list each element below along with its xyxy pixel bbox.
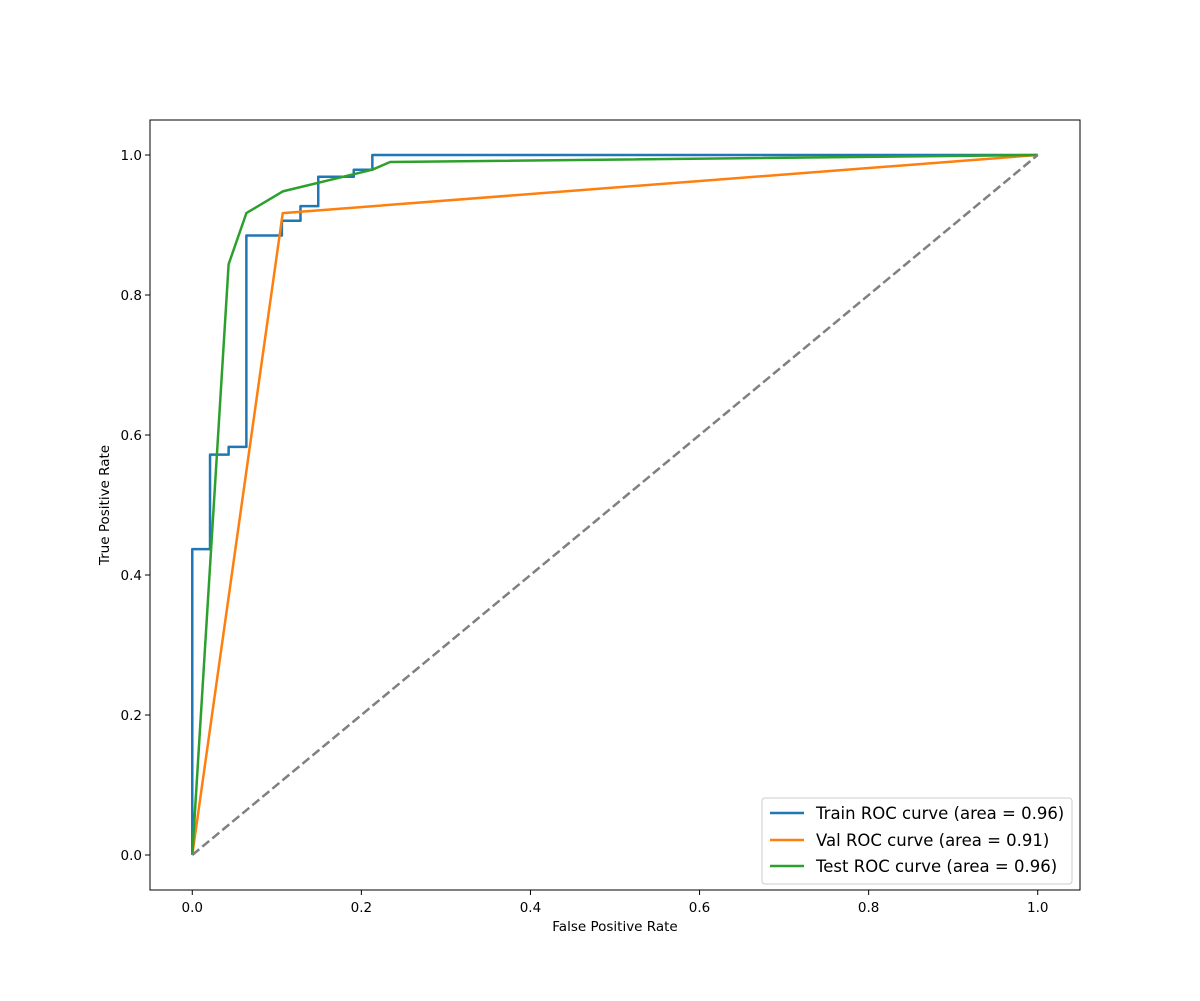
series-line-val (191, 153, 1038, 856)
y-tick-label: 0.2 (121, 708, 142, 724)
y-axis: 0.0 0.2 0.4 0.6 0.8 1.0 (121, 148, 150, 864)
y-tick-label: 0.0 (121, 848, 142, 864)
x-axis: 0.0 0.2 0.4 0.6 0.8 1.0 (182, 890, 1048, 916)
legend-label-train: Train ROC curve (area = 0.96) (815, 804, 1064, 823)
x-tick-label: 0.8 (858, 900, 879, 916)
series-line-test (191, 153, 1038, 856)
y-tick-label: 0.4 (121, 568, 142, 584)
y-tick-label: 1.0 (121, 148, 142, 164)
legend-frame (761, 797, 1073, 885)
legend: Train ROC curve (area = 0.96) Val ROC cu… (761, 797, 1073, 885)
y-tick-label: 0.8 (121, 288, 142, 304)
y-axis-label: True Positive Rate (97, 445, 113, 566)
axes-frame (149, 119, 1081, 891)
legend-label-test: Test ROC curve (area = 0.96) (815, 857, 1057, 876)
x-tick-label: 0.0 (182, 900, 203, 916)
x-axis-label: False Positive Rate (552, 919, 677, 935)
legend-label-val: Val ROC curve (area = 0.91) (816, 831, 1049, 850)
y-tick-label: 0.6 (121, 428, 142, 444)
x-tick-label: 0.4 (520, 900, 541, 916)
x-tick-label: 1.0 (1027, 900, 1048, 916)
x-tick-label: 0.2 (351, 900, 372, 916)
series-layer (191, 153, 1039, 856)
plot-area (149, 119, 1081, 891)
x-tick-label: 0.6 (689, 900, 710, 916)
chance-diagonal-line (191, 154, 1039, 856)
